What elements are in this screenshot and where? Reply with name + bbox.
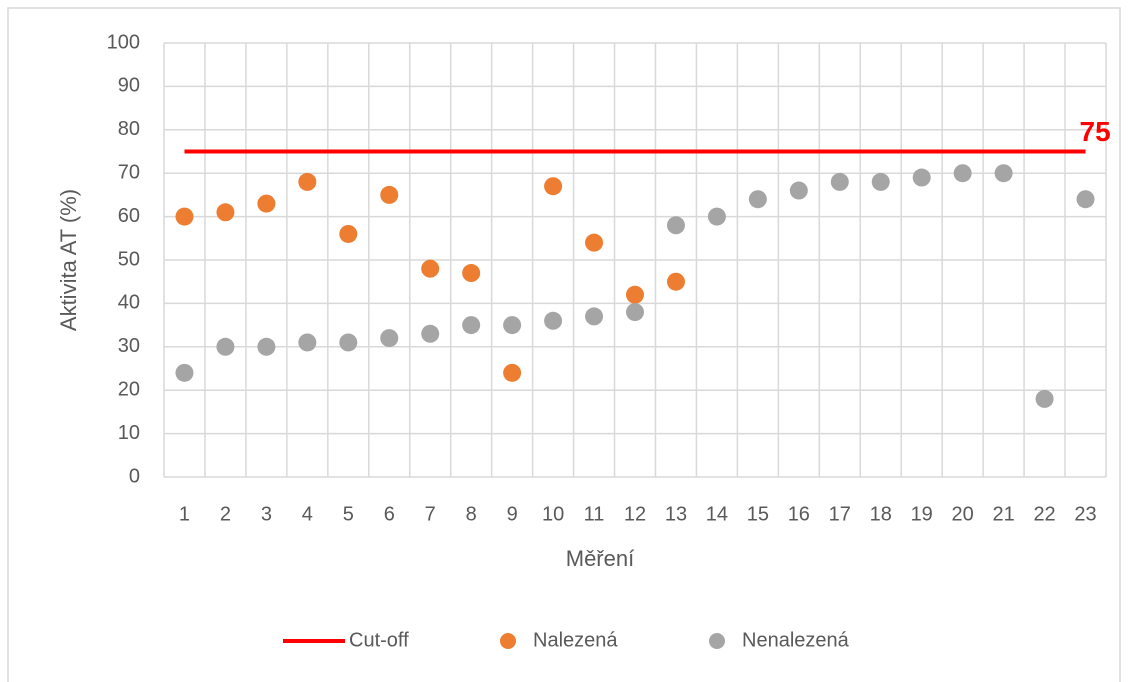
point xyxy=(421,324,440,343)
y-tick-label: 30 xyxy=(118,335,140,357)
point xyxy=(626,303,644,322)
point xyxy=(175,363,194,382)
cutoff-label: 75 xyxy=(1080,116,1111,147)
point xyxy=(216,337,235,356)
point xyxy=(544,311,563,330)
x-tick-label: 21 xyxy=(992,503,1014,525)
point xyxy=(666,216,685,235)
legend-label: Nenalezená xyxy=(742,629,850,651)
point xyxy=(339,333,358,352)
point xyxy=(257,194,276,213)
legend-label: Cut-off xyxy=(349,629,409,651)
y-tick-label: 70 xyxy=(118,161,140,183)
point xyxy=(298,172,317,191)
point xyxy=(503,316,522,335)
point xyxy=(1035,389,1054,408)
point xyxy=(175,207,194,226)
point xyxy=(339,224,358,243)
x-tick-label: 6 xyxy=(384,503,395,525)
x-tick-label: 20 xyxy=(952,503,974,525)
x-tick-label: 5 xyxy=(343,503,354,525)
x-tick-label: 15 xyxy=(747,503,769,525)
x-tick-label: 14 xyxy=(706,503,728,525)
point xyxy=(748,190,767,209)
point xyxy=(298,333,317,352)
point xyxy=(216,203,235,222)
x-tick-label: 22 xyxy=(1033,503,1055,525)
point xyxy=(462,316,481,335)
y-axis-title: Aktivita AT (%) xyxy=(56,189,81,331)
y-tick-label: 100 xyxy=(107,31,140,53)
point xyxy=(503,363,522,382)
x-tick-label: 18 xyxy=(870,503,892,525)
y-tick-label: 40 xyxy=(118,292,140,314)
point xyxy=(912,168,931,187)
chart-frame xyxy=(7,7,1121,682)
x-tick-label: 8 xyxy=(466,503,477,525)
x-tick-label: 2 xyxy=(220,503,231,525)
point xyxy=(953,164,972,183)
y-tick-label: 90 xyxy=(118,75,140,97)
x-tick-label: 9 xyxy=(507,503,518,525)
point xyxy=(994,164,1013,183)
y-tick-label: 60 xyxy=(118,205,140,227)
x-tick-label: 1 xyxy=(179,503,190,525)
point xyxy=(380,185,399,204)
x-tick-label: 11 xyxy=(584,503,605,525)
point xyxy=(462,264,481,283)
x-tick-label: 13 xyxy=(665,503,687,525)
point xyxy=(830,172,849,191)
point xyxy=(380,329,399,348)
y-tick-label: 20 xyxy=(118,378,140,400)
x-tick-label: 10 xyxy=(542,503,564,525)
point xyxy=(666,272,685,291)
y-tick-label: 50 xyxy=(118,248,140,270)
point xyxy=(257,337,276,356)
y-tick-label: 80 xyxy=(118,118,140,140)
legend-label: Nalezená xyxy=(533,629,618,651)
point xyxy=(707,207,726,226)
x-tick-label: 23 xyxy=(1074,503,1096,525)
point xyxy=(871,172,890,191)
legend-marker xyxy=(500,633,516,649)
legend-marker xyxy=(709,633,725,649)
point xyxy=(421,259,440,278)
x-tick-label: 7 xyxy=(425,503,436,525)
point xyxy=(1076,190,1095,209)
x-tick-label: 19 xyxy=(911,503,933,525)
x-tick-label: 12 xyxy=(624,503,646,525)
point xyxy=(789,181,808,200)
x-tick-label: 4 xyxy=(302,503,313,525)
point xyxy=(585,307,604,326)
x-tick-label: 3 xyxy=(261,503,272,525)
point xyxy=(544,177,563,196)
x-axis-title: Měření xyxy=(566,546,634,571)
x-tick-label: 17 xyxy=(829,503,851,525)
point xyxy=(626,285,644,304)
y-tick-label: 10 xyxy=(118,422,140,444)
x-tick-label: 16 xyxy=(788,503,810,525)
point xyxy=(585,233,604,252)
y-tick-label: 0 xyxy=(129,465,140,487)
